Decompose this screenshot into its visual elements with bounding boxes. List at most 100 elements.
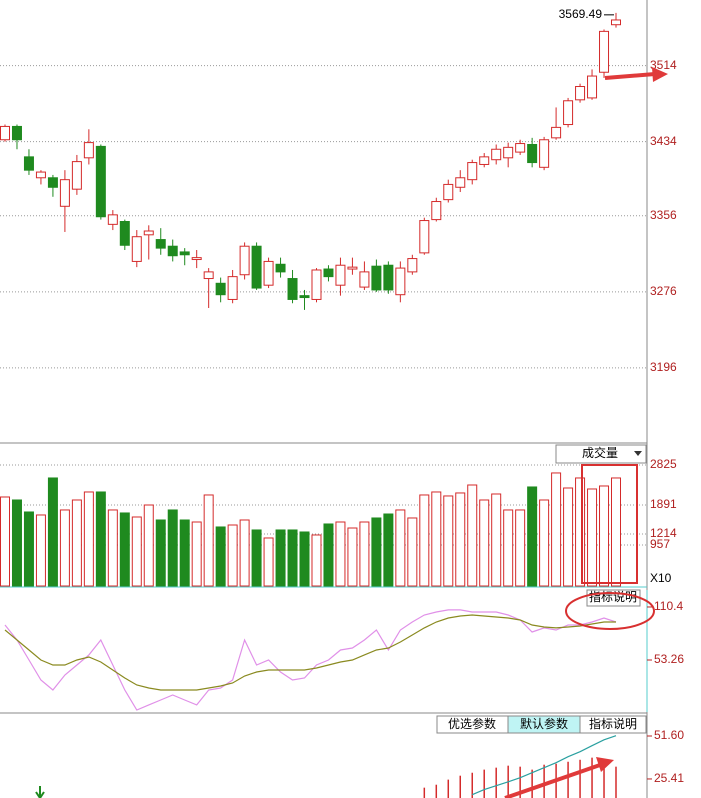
- candle-body: [467, 162, 478, 181]
- volume-bar: [419, 494, 430, 587]
- y-tick-label: 1891: [650, 497, 677, 511]
- candle-body: [359, 271, 370, 288]
- candle-body: [311, 269, 322, 300]
- dropdown-icon: [634, 451, 642, 456]
- y-tick-label: 3276: [650, 284, 677, 298]
- candle-body: [395, 267, 406, 296]
- candle-body: [563, 100, 574, 126]
- volume-bar: [0, 496, 10, 587]
- candle-body: [515, 143, 526, 153]
- signal-arrow: [35, 786, 45, 798]
- candle-body: [119, 221, 130, 246]
- candle-body: [107, 214, 118, 225]
- indicator-select[interactable]: [555, 444, 647, 464]
- candle-body: [191, 257, 202, 261]
- volume-bar: [311, 534, 322, 587]
- candle-body: [419, 220, 430, 254]
- volume-bar: [371, 517, 382, 587]
- volume-bar: [239, 519, 250, 587]
- candle-body: [431, 201, 442, 221]
- candle-body: [143, 230, 154, 236]
- candle-body: [383, 264, 394, 291]
- y-tick-label: 51.60: [654, 728, 684, 742]
- volume-bar: [575, 477, 586, 587]
- candle-body: [275, 263, 286, 273]
- button-label: 指标说明: [589, 589, 637, 604]
- volume-bar: [611, 477, 621, 587]
- candle-body: [539, 139, 550, 168]
- button[interactable]: [579, 715, 647, 734]
- button-label: 指标说明: [589, 716, 637, 731]
- y-tick-label: 2825: [650, 457, 677, 471]
- indicator-line: [4, 614, 616, 691]
- volume-bar: [563, 487, 574, 587]
- candle-body: [599, 30, 610, 73]
- candle-body: [215, 282, 226, 296]
- candle-body: [95, 145, 106, 218]
- indicator-line: [4, 609, 617, 711]
- y-tick-label: 3196: [650, 360, 677, 374]
- candle-body: [23, 156, 34, 171]
- unit-label: X10: [650, 571, 672, 585]
- trend-arrow-head: [596, 757, 614, 772]
- volume-bar: [71, 499, 82, 587]
- volume-bar: [131, 516, 142, 587]
- highlight-ellipse: [565, 592, 655, 630]
- candle-body: [491, 148, 502, 161]
- y-tick-label: 25.41: [654, 771, 684, 785]
- candle-body: [527, 143, 538, 164]
- candle-body: [11, 125, 22, 141]
- volume-bar: [599, 485, 610, 587]
- volume-bar: [455, 492, 466, 587]
- volume-bar: [383, 513, 394, 587]
- volume-bar: [551, 472, 562, 587]
- volume-bar: [587, 488, 598, 587]
- candle-body: [263, 260, 274, 286]
- volume-bar: [503, 509, 514, 587]
- volume-bar: [215, 526, 226, 587]
- button-label: 默认参数: [520, 716, 568, 731]
- y-tick-label: 53.26: [654, 652, 684, 666]
- candle-body: [611, 19, 621, 26]
- candle-body: [587, 75, 598, 99]
- volume-bar: [251, 529, 262, 587]
- volume-bar: [179, 519, 190, 587]
- volume-bar: [263, 537, 274, 587]
- volume-bar: [347, 527, 358, 587]
- volume-bar: [119, 512, 130, 587]
- candle-body: [0, 125, 10, 141]
- candle-body: [323, 268, 334, 278]
- volume-bar: [287, 529, 298, 587]
- max-price-label: 3569.49: [559, 7, 603, 21]
- candle-body: [167, 245, 178, 257]
- volume-bar: [35, 514, 46, 587]
- volume-bar: [479, 499, 490, 587]
- candle-body: [335, 264, 346, 286]
- y-tick-label: 110.4: [654, 599, 683, 613]
- candle-body: [83, 142, 94, 159]
- volume-bar: [443, 495, 454, 587]
- candle-body: [455, 177, 466, 188]
- volume-bar: [203, 494, 214, 587]
- volume-bar: [95, 491, 106, 587]
- candle-body: [347, 266, 358, 270]
- volume-bar: [275, 529, 286, 587]
- candle-body: [203, 271, 214, 280]
- candle-body: [479, 156, 490, 165]
- y-tick-label: 3356: [650, 208, 677, 222]
- candle-body: [35, 171, 46, 179]
- indicator-line: [471, 735, 617, 796]
- volume-bar: [491, 493, 502, 587]
- candle-body: [251, 245, 262, 289]
- candle-body: [155, 239, 166, 249]
- candle-body: [299, 295, 310, 299]
- highlight-box: [581, 464, 638, 584]
- volume-bar: [467, 484, 478, 587]
- y-tick-label: 957: [650, 537, 670, 551]
- candle-body: [71, 161, 82, 190]
- volume-bar: [323, 523, 334, 587]
- candle-body: [575, 86, 586, 101]
- volume-bar: [227, 524, 238, 587]
- trend-arrow-head: [652, 67, 668, 82]
